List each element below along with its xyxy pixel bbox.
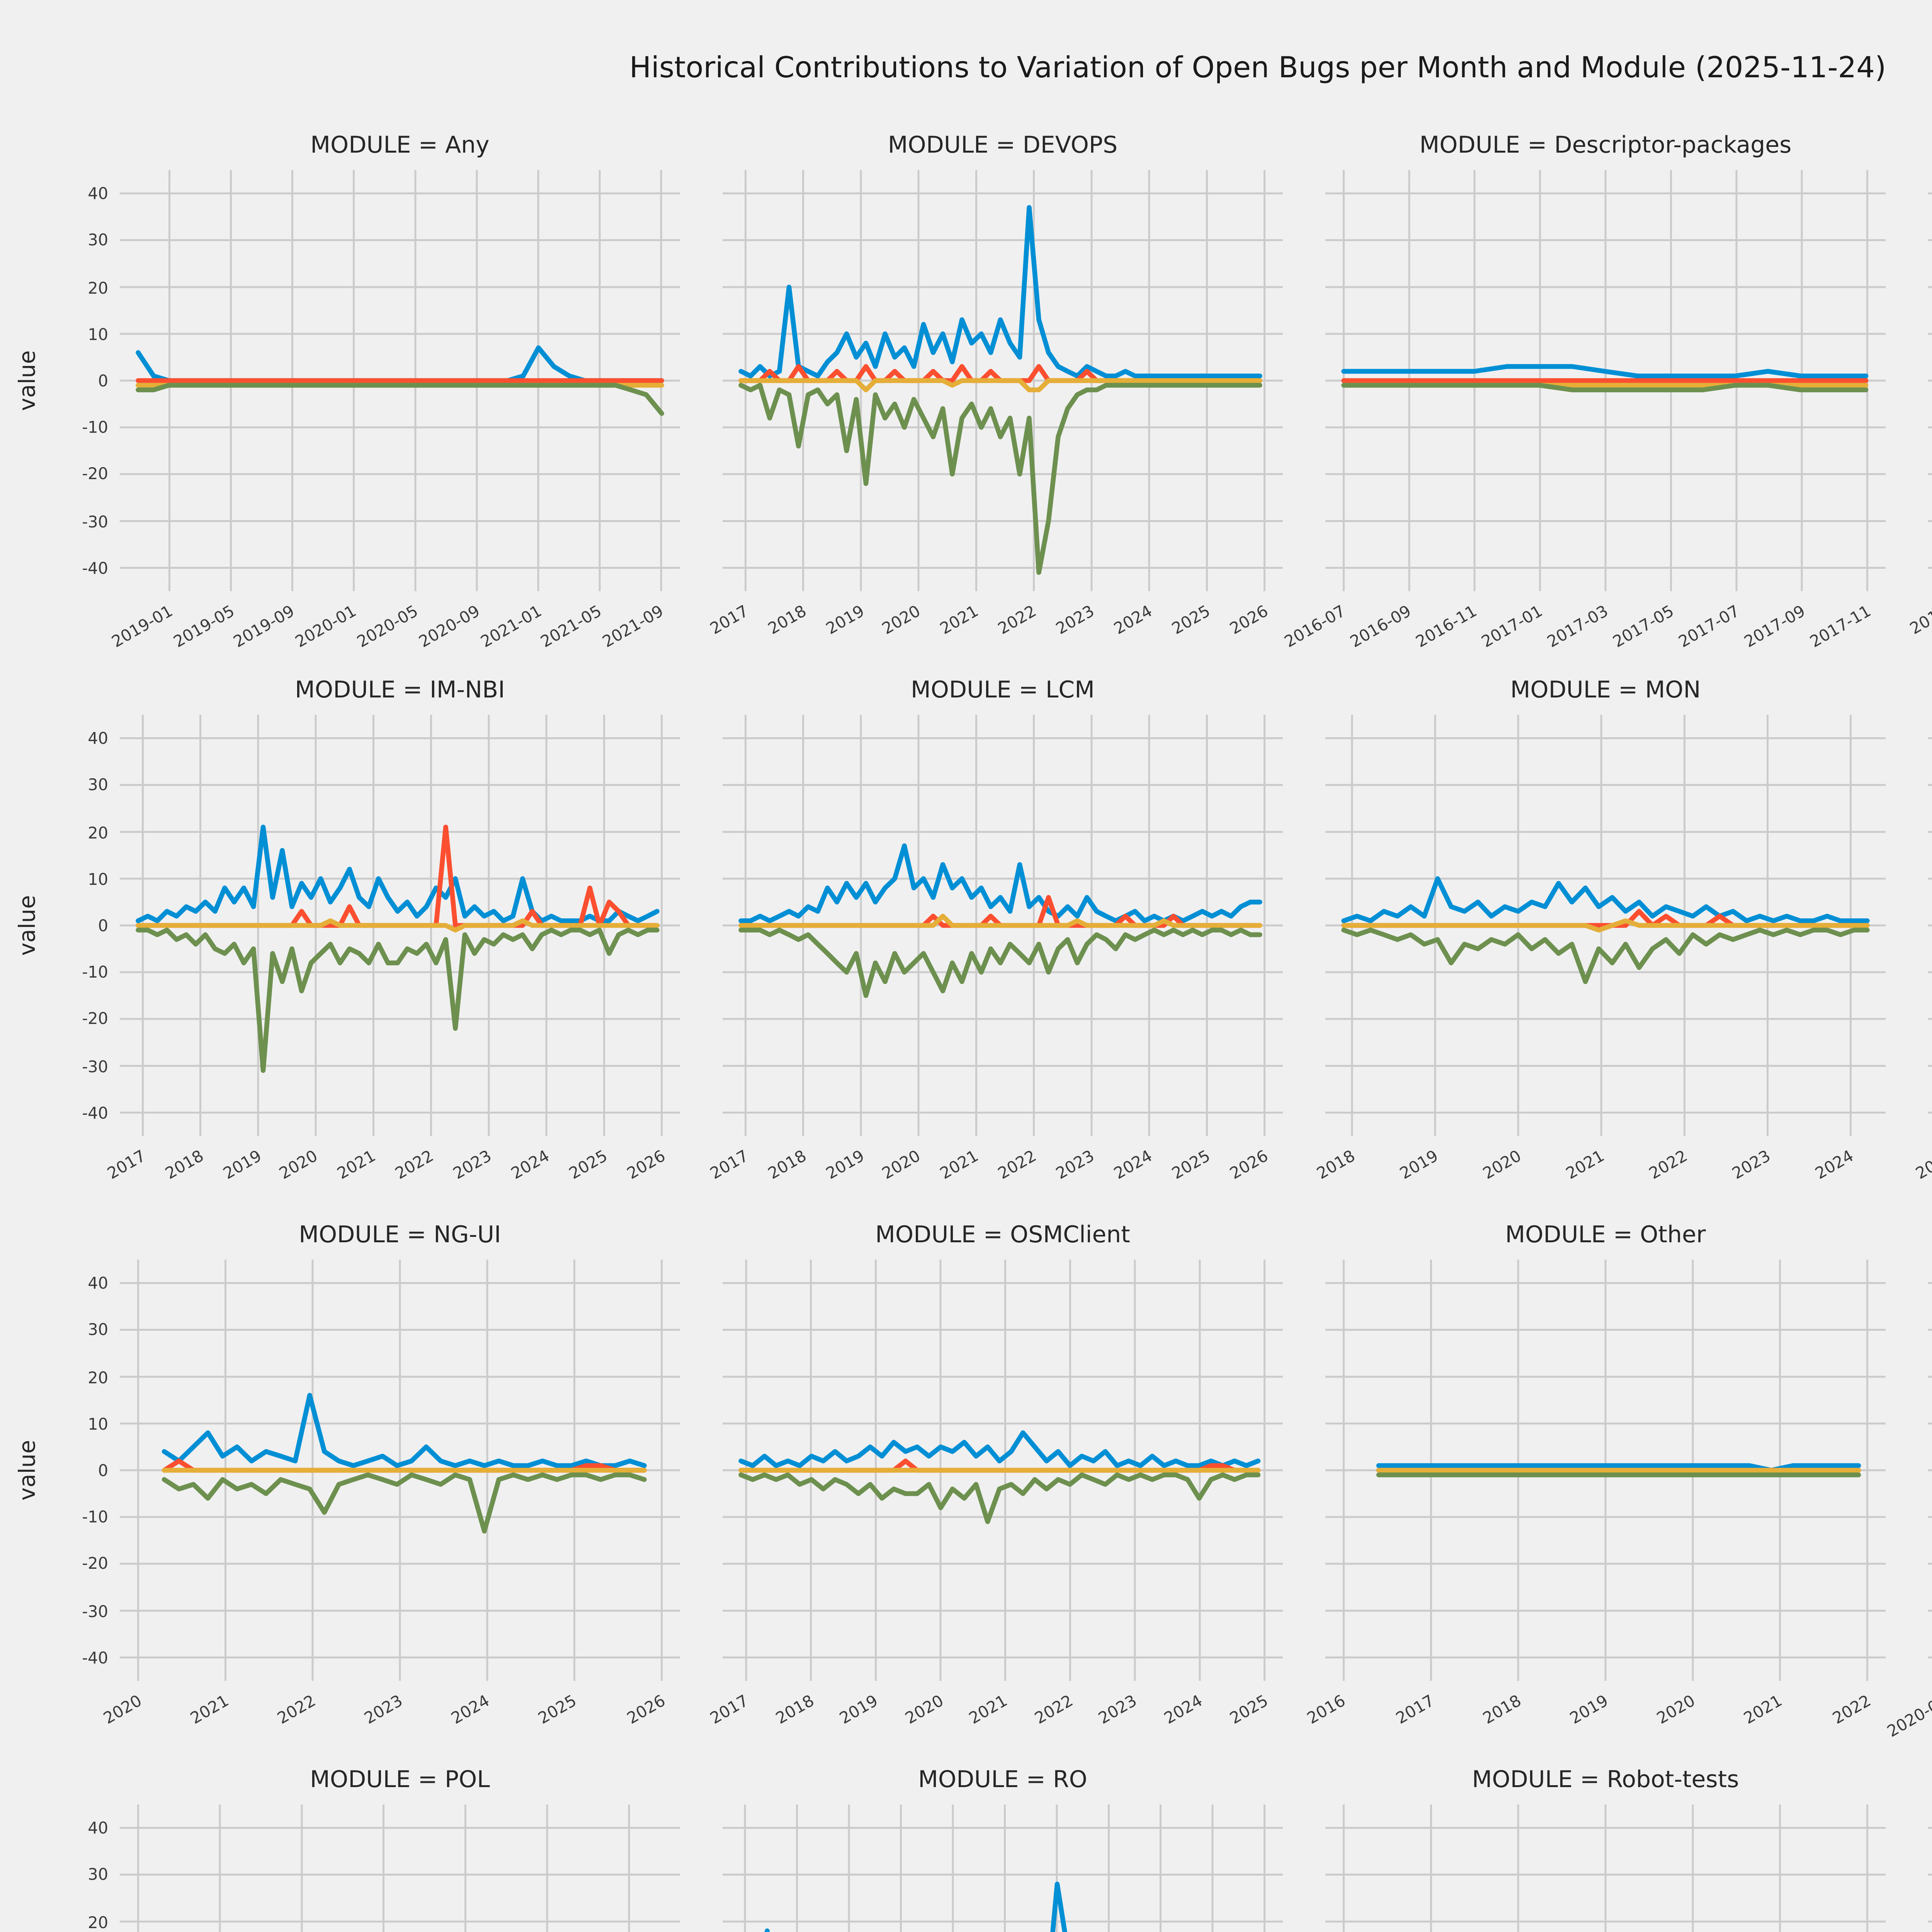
facet-plot-area (120, 1804, 680, 1932)
line-false-closed (738, 913, 1262, 928)
y-tick-label: 20 (88, 1367, 108, 1386)
facet-title: MODULE = PLA (1928, 1221, 1932, 1248)
line-opened (764, 1881, 1067, 1932)
line-false-closed (738, 378, 1262, 393)
facet-plot-area (1928, 1282, 1932, 1658)
line-opened (1341, 876, 1870, 923)
line-opened (738, 1430, 1261, 1468)
y-tick-label: 0 (98, 371, 108, 390)
facet-plot-area (723, 715, 1283, 1136)
y-tick-label: 40 (88, 184, 108, 203)
y-tick-label: 0 (98, 1461, 108, 1480)
y-tick-label: 30 (88, 1320, 108, 1340)
facet-plot-area (120, 715, 680, 1136)
x-tick-label: 2024 (1160, 1690, 1206, 1728)
y-tick-label: 30 (88, 1865, 108, 1884)
facet-plot-area (723, 1804, 1283, 1932)
facet-title: MODULE = Unknown (1928, 1766, 1932, 1793)
y-tick-label: 20 (88, 277, 108, 297)
facet-plot-area (1325, 170, 1886, 591)
facet-title: MODULE = IM-NBI (295, 676, 505, 703)
facet-title: MODULE = DEVOPS (888, 131, 1118, 158)
y-tick-label: 10 (88, 1413, 108, 1433)
y-tick-label: -20 (82, 1009, 108, 1029)
y-tick-label: -30 (82, 511, 108, 531)
line-closed (136, 927, 660, 1073)
facet-title: MODULE = N2VC (1928, 676, 1932, 703)
y-tick-label: 40 (88, 728, 108, 748)
line-opened (1341, 364, 1869, 379)
x-tick-label: 2017-03 (1543, 601, 1611, 651)
line-closed (738, 1472, 1261, 1524)
x-tick-label: 2017-01 (1478, 601, 1546, 651)
y-tick-label: 0 (98, 916, 108, 935)
facet-title: MODULE = Robot-tests (1472, 1766, 1739, 1793)
y-axis-label: value (14, 350, 41, 411)
y-tick-label: 40 (88, 1818, 108, 1838)
y-axis-label: value (14, 1440, 41, 1501)
y-tick-label: -10 (82, 418, 108, 437)
y-tick-label: 30 (88, 230, 108, 250)
page-title: Historical Contributions to Variation of… (629, 50, 1886, 85)
y-tick-label: -30 (82, 1056, 108, 1076)
line-opened (738, 843, 1262, 923)
x-tick-label: 2019 (836, 1690, 882, 1728)
y-tick-label: -20 (82, 1554, 108, 1574)
facet-plot-area (120, 1260, 680, 1681)
y-tick-label: -30 (82, 1601, 108, 1621)
line-closed (738, 383, 1262, 575)
y-tick-label: 10 (88, 869, 108, 888)
facet-title: MODULE = OSMClient (875, 1221, 1130, 1248)
facet-plot-area (723, 1260, 1283, 1681)
y-tick-label: -40 (82, 558, 108, 578)
facet-plot-area (120, 170, 680, 591)
line-closed (162, 1472, 647, 1534)
x-tick-label: 2021 (966, 1690, 1011, 1728)
facet-title: MODULE = NG-UI (299, 1221, 501, 1248)
facet-title: MODULE = MON (1510, 676, 1701, 703)
line-closed (738, 927, 1262, 998)
x-tick-label: 2017-07 (1674, 601, 1742, 651)
facet-plot-area (1325, 1260, 1886, 1681)
facet-title: MODULE = LCM (910, 676, 1095, 703)
line-closed (136, 383, 664, 416)
line-closed (1341, 927, 1870, 984)
x-tick-label: 2016-09 (1347, 601, 1415, 651)
y-axis-label: value (14, 895, 41, 956)
y-tick-label: -10 (82, 963, 108, 982)
facet-title: MODULE = Other (1505, 1221, 1706, 1248)
y-tick-label: 20 (88, 822, 108, 842)
facet-title: MODULE = Descriptor-packages (1419, 131, 1792, 158)
facet-title: MODULE = Any (310, 131, 490, 158)
facet-plot-area (723, 170, 1283, 591)
facet-title: MODULE = Documentation / Wiki (1928, 131, 1932, 158)
y-tick-label: -40 (82, 1648, 108, 1667)
line-closed (1341, 383, 1869, 393)
facet-plot-area (1325, 715, 1886, 1136)
facet-plot-area (1928, 192, 1932, 569)
y-tick-label: 10 (88, 324, 108, 344)
x-tick-label: 2016-11 (1413, 601, 1481, 651)
line-opened (136, 825, 660, 923)
x-tick-label: 2023 (1095, 1690, 1141, 1728)
facet-title: MODULE = RO (918, 1766, 1087, 1793)
y-tick-label: -20 (82, 464, 108, 484)
facet-title: MODULE = POL (310, 1766, 490, 1793)
line-opened (162, 1393, 647, 1468)
line-false-closed (1341, 918, 1870, 933)
line-false-closed (136, 918, 660, 933)
line-opened (738, 205, 1262, 379)
y-tick-label: -40 (82, 1103, 108, 1122)
x-tick-label: 2017-05 (1609, 601, 1677, 651)
y-tick-label: -10 (82, 1507, 108, 1527)
y-tick-label: 30 (88, 775, 108, 795)
y-tick-label: 20 (88, 1912, 108, 1931)
facet-plot-area (1928, 1827, 1932, 1923)
y-tick-label: 40 (88, 1273, 108, 1293)
facet-plot-area (1928, 737, 1932, 1114)
facet-plot-area (1325, 1804, 1886, 1932)
line-opened (136, 345, 664, 383)
x-tick-label: 2017-09 (1740, 601, 1808, 651)
